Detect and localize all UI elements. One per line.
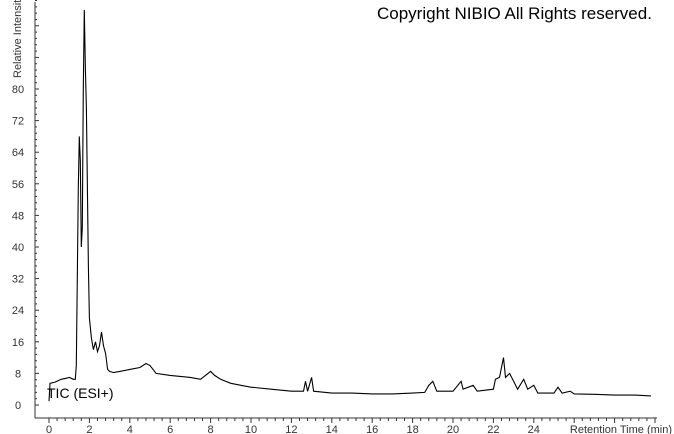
x-tick-label: 0 <box>46 424 52 434</box>
x-axis-label: Retention Time (min) <box>570 424 672 434</box>
x-tick-label: 14 <box>326 424 338 434</box>
x-tick-label: 16 <box>366 424 378 434</box>
x-tick-label: 20 <box>447 424 459 434</box>
y-tick-label: 0 <box>15 400 21 412</box>
y-axis-label: Relative Intensity <box>12 0 24 78</box>
x-tick-label: 8 <box>208 424 214 434</box>
x-tick-label: 2 <box>86 424 92 434</box>
y-tick-label: 24 <box>12 305 24 317</box>
y-tick-label: 32 <box>12 274 24 286</box>
x-tick-label: 22 <box>487 424 499 434</box>
y-tick-label: 16 <box>12 337 24 349</box>
y-tick-label: 80 <box>12 84 24 96</box>
x-tick-label: 6 <box>167 424 173 434</box>
x-tick-label: 24 <box>528 424 540 434</box>
y-tick-label: 40 <box>12 242 24 254</box>
y-tick-label: 72 <box>12 116 24 128</box>
y-tick-label: 8 <box>15 368 21 380</box>
x-tick-label: 12 <box>285 424 297 434</box>
copyright-annotation: Copyright NIBIO All Rights reserved. <box>377 4 652 23</box>
x-tick-label: 18 <box>406 424 418 434</box>
y-tick-label: 64 <box>12 147 24 159</box>
tic-trace-line <box>48 9 652 402</box>
x-tick-label: 4 <box>127 424 133 434</box>
x-tick-label: 10 <box>245 424 257 434</box>
trace-label: TIC (ESI+) <box>47 385 114 401</box>
y-tick-label: 56 <box>12 179 24 191</box>
y-tick-label: 48 <box>12 210 24 222</box>
